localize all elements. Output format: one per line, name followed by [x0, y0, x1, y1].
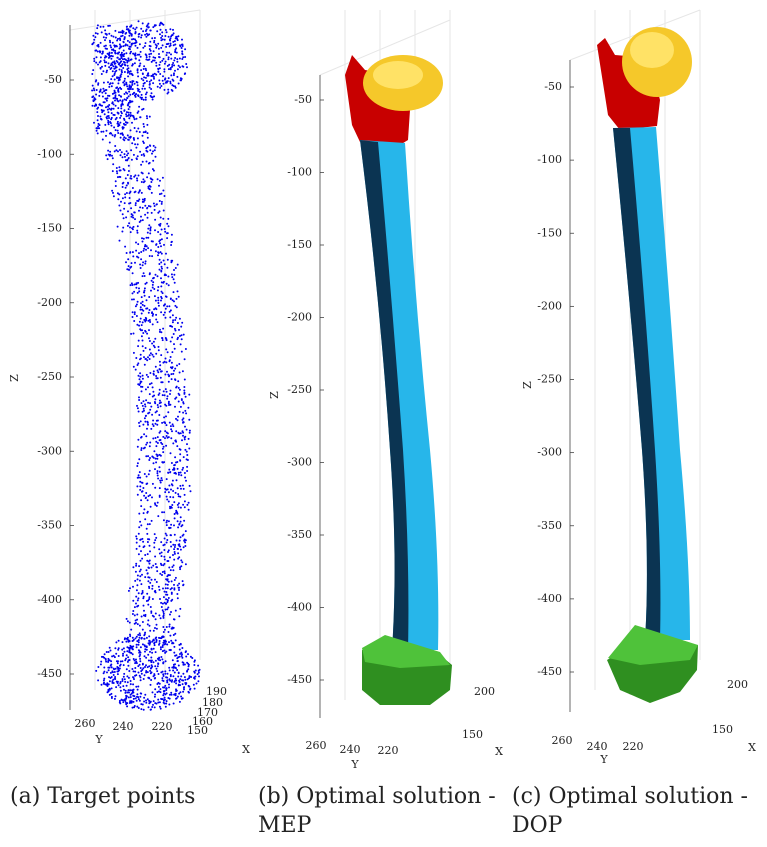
z-tick-label: -100	[37, 147, 62, 160]
z-tick-label: -400	[287, 601, 312, 614]
z-tick-label: -250	[537, 373, 562, 386]
z-tick-label: -300	[37, 444, 62, 457]
z-tick-label: -350	[37, 519, 62, 532]
y-tick-label: 220	[152, 720, 173, 733]
caption: DOP	[512, 813, 563, 838]
z-tick-label: -450	[37, 667, 62, 680]
z-tick-label: -350	[537, 519, 562, 532]
caption: (a) Target points	[10, 784, 195, 809]
caption: (b) Optimal solution -	[258, 784, 496, 809]
y-axis-label: Y	[94, 733, 103, 746]
z-axis-label: Z	[521, 381, 534, 389]
y-tick-label: 220	[378, 744, 399, 757]
y-tick-label: 220	[623, 740, 644, 753]
x-tick-label: 150	[462, 728, 483, 741]
z-tick-label: -250	[37, 370, 62, 383]
x-axis-label: X	[748, 741, 756, 754]
caption: MEP	[258, 813, 312, 838]
x-tick-label: 180	[202, 696, 223, 709]
z-tick-label: -200	[287, 311, 312, 324]
z-axis-label: Z	[268, 391, 281, 399]
y-tick-label: 240	[340, 743, 361, 756]
z-tick-label: -150	[537, 226, 562, 239]
z-tick-label: -450	[287, 673, 312, 686]
x-tick-label: 160	[192, 715, 213, 728]
z-tick-label: -350	[287, 528, 312, 541]
x-tick-label: 150	[187, 724, 208, 737]
bone-mep	[345, 55, 452, 705]
x-tick-label: 190	[206, 685, 227, 698]
z-tick-label: -400	[37, 593, 62, 606]
z-tick-label: -50	[44, 73, 62, 86]
caption: (c) Optimal solution -	[512, 784, 748, 809]
y-tick-label: 260	[75, 717, 96, 730]
z-tick-label: -150	[287, 238, 312, 251]
y-axis-label: Y	[599, 753, 608, 766]
y-tick-label: 240	[587, 740, 608, 753]
z-tick-label: -450	[537, 665, 562, 678]
z-tick-label: -150	[37, 222, 62, 235]
z-tick-label: -50	[294, 93, 312, 106]
y-tick-label: 260	[552, 734, 573, 747]
z-tick-label: -300	[537, 446, 562, 459]
z-tick-label: -100	[287, 166, 312, 179]
z-tick-label: -200	[537, 299, 562, 312]
z-tick-label: -400	[537, 592, 562, 605]
x-tick-label: 170	[197, 706, 218, 719]
point-cloud	[91, 20, 201, 711]
x-axis-label: X	[242, 743, 250, 756]
axes: -50 -100 -150 -200 -250 -300 -350 -400 -450 19018…	[8, 25, 756, 838]
x-tick-label: 200	[727, 678, 748, 691]
z-tick-label: -50	[544, 80, 562, 93]
y-tick-label: 260	[306, 739, 327, 752]
x-axis-label: X	[495, 745, 503, 758]
z-tick-label: -300	[287, 456, 312, 469]
z-axis-label: Z	[8, 374, 21, 382]
y-axis-label: Y	[350, 758, 359, 771]
y-tick-label: 240	[113, 720, 134, 733]
x-tick-label: 200	[474, 685, 495, 698]
z-tick-label: -250	[287, 383, 312, 396]
x-tick-label: 150	[712, 723, 733, 736]
bone-dop	[597, 27, 698, 703]
z-tick-label: -200	[37, 296, 62, 309]
z-tick-label: -100	[537, 153, 562, 166]
